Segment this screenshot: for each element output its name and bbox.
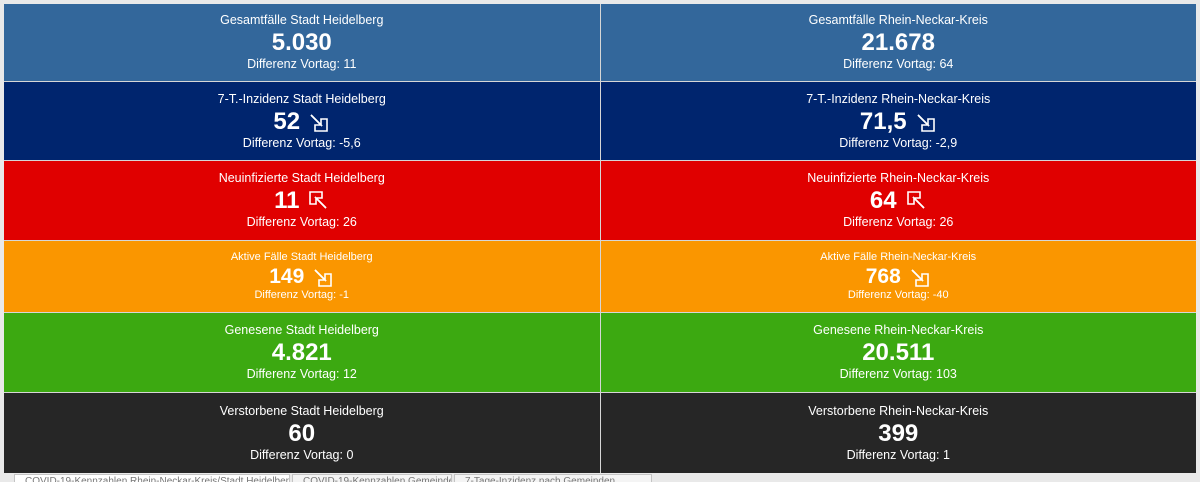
- tile-value-line: 11: [274, 187, 329, 215]
- tile-diff: Differenz Vortag: 12: [246, 367, 357, 381]
- tile-gesamtfaelle-rnk[interactable]: Gesamtfälle Rhein-Neckar-Kreis 21.678 Di…: [600, 4, 1196, 81]
- tile-gesamtfaelle-heidelberg[interactable]: Gesamtfälle Stadt Heidelberg 5.030 Diffe…: [4, 4, 600, 81]
- tile-label: Aktive Fälle Stadt Heidelberg: [230, 251, 373, 263]
- tile-value: 149: [269, 265, 305, 288]
- tile-genesene-rnk[interactable]: Genesene Rhein-Neckar-Kreis 20.511 Diffe…: [600, 313, 1196, 392]
- tile-neuinfizierte-rnk[interactable]: Neuinfizierte Rhein-Neckar-Kreis 64 Diff…: [600, 161, 1196, 240]
- row-gesamtfaelle: Gesamtfälle Stadt Heidelberg 5.030 Diffe…: [4, 4, 1196, 81]
- tile-diff: Differenz Vortag: 64: [843, 57, 954, 71]
- tile-diff: Differenz Vortag: 26: [246, 215, 357, 229]
- tile-value: 4.821: [271, 339, 332, 366]
- tile-verstorbene-heidelberg[interactable]: Verstorbene Stadt Heidelberg 60 Differen…: [4, 393, 600, 473]
- tile-value: 5.030: [271, 29, 332, 56]
- tile-value: 64: [869, 187, 897, 214]
- tile-value: 52: [273, 107, 301, 135]
- tile-value-line: 768: [866, 265, 931, 289]
- tile-verstorbene-rnk[interactable]: Verstorbene Rhein-Neckar-Kreis 399 Diffe…: [600, 393, 1196, 473]
- trend-down-icon: [308, 111, 330, 133]
- tile-diff: Differenz Vortag: 103: [839, 367, 957, 381]
- tab-kennzahlen-kreis[interactable]: COVID-19-Kennzahlen Rhein-Neckar-Kreis/S…: [14, 474, 290, 482]
- row-neuinfizierte: Neuinfizierte Stadt Heidelberg 11 Differ…: [4, 161, 1196, 240]
- tile-diff: Differenz Vortag: 0: [250, 447, 354, 462]
- tile-value-line: 52: [273, 108, 330, 136]
- tile-diff: Differenz Vortag: 11: [247, 57, 357, 71]
- tile-aktive-faelle-heidelberg[interactable]: Aktive Fälle Stadt Heidelberg 149 Differ…: [4, 241, 600, 312]
- tile-value: 768: [865, 265, 901, 288]
- tile-value-line: 21.678: [862, 29, 935, 57]
- tab-inzidenz-gemeinden[interactable]: 7-Tage-Inzidenz nach Gemeinden: [454, 474, 652, 482]
- tile-neuinfizierte-heidelberg[interactable]: Neuinfizierte Stadt Heidelberg 11 Differ…: [4, 161, 600, 240]
- tile-label: Verstorbene Rhein-Neckar-Kreis: [808, 403, 989, 418]
- tile-value: 21.678: [861, 29, 935, 56]
- row-aktive-faelle: Aktive Fälle Stadt Heidelberg 149 Differ…: [4, 241, 1196, 312]
- trend-up-icon: [307, 190, 329, 212]
- tile-label: Gesamtfälle Stadt Heidelberg: [220, 13, 384, 27]
- trend-down-icon: [909, 266, 931, 288]
- tile-diff: Differenz Vortag: 26: [843, 215, 954, 229]
- tile-inzidenz-rnk[interactable]: 7-T.-Inzidenz Rhein-Neckar-Kreis 71,5 Di…: [600, 82, 1196, 160]
- tile-label: Gesamtfälle Rhein-Neckar-Kreis: [808, 13, 988, 27]
- tile-value-line: 71,5: [860, 108, 937, 136]
- tile-value: 11: [274, 187, 300, 214]
- tile-value-line: 20.511: [862, 339, 934, 367]
- tile-value: 399: [878, 419, 919, 447]
- tile-aktive-faelle-rnk[interactable]: Aktive Fälle Rhein-Neckar-Kreis 768 Diff…: [600, 241, 1196, 312]
- tile-value: 60: [288, 419, 316, 447]
- kpi-dashboard: Gesamtfälle Stadt Heidelberg 5.030 Diffe…: [4, 4, 1196, 473]
- tile-label: Genesene Stadt Heidelberg: [224, 323, 379, 337]
- tile-diff: Differenz Vortag: -5,6: [242, 135, 361, 150]
- dashboard-tabs: COVID-19-Kennzahlen Rhein-Neckar-Kreis/S…: [14, 474, 652, 482]
- row-genesene: Genesene Stadt Heidelberg 4.821 Differen…: [4, 313, 1196, 392]
- tile-value: 20.511: [862, 339, 935, 366]
- row-inzidenz: 7-T.-Inzidenz Stadt Heidelberg 52 Differ…: [4, 82, 1196, 160]
- tile-diff: Differenz Vortag: 1: [846, 447, 950, 462]
- tab-kennzahlen-gemeinden[interactable]: COVID-19-Kennzahlen Gemeinden: [292, 474, 452, 482]
- tile-diff: Differenz Vortag: -40: [847, 289, 949, 301]
- tile-value-line: 60: [288, 420, 315, 448]
- tile-value-line: 4.821: [272, 339, 332, 367]
- tile-inzidenz-heidelberg[interactable]: 7-T.-Inzidenz Stadt Heidelberg 52 Differ…: [4, 82, 600, 160]
- tile-label: Verstorbene Stadt Heidelberg: [219, 403, 384, 418]
- tile-genesene-heidelberg[interactable]: Genesene Stadt Heidelberg 4.821 Differen…: [4, 313, 600, 392]
- tile-label: 7-T.-Inzidenz Stadt Heidelberg: [217, 91, 386, 106]
- tile-label: Neuinfizierte Rhein-Neckar-Kreis: [807, 171, 990, 185]
- tile-value: 71,5: [859, 107, 907, 135]
- trend-down-icon: [312, 266, 334, 288]
- tile-label: Neuinfizierte Stadt Heidelberg: [218, 171, 385, 185]
- trend-up-icon: [905, 190, 927, 212]
- tile-diff: Differenz Vortag: -2,9: [839, 135, 958, 150]
- tile-label: 7-T.-Inzidenz Rhein-Neckar-Kreis: [806, 91, 991, 106]
- tile-label: Genesene Rhein-Neckar-Kreis: [813, 323, 984, 337]
- row-verstorbene: Verstorbene Stadt Heidelberg 60 Differen…: [4, 393, 1196, 473]
- tile-value-line: 399: [878, 420, 918, 448]
- tile-value-line: 64: [870, 187, 927, 215]
- tile-label: Aktive Fälle Rhein-Neckar-Kreis: [820, 251, 977, 263]
- tile-diff: Differenz Vortag: -1: [254, 289, 350, 301]
- trend-down-icon: [915, 111, 937, 133]
- tile-value-line: 149: [269, 265, 334, 289]
- tile-value-line: 5.030: [272, 29, 332, 57]
